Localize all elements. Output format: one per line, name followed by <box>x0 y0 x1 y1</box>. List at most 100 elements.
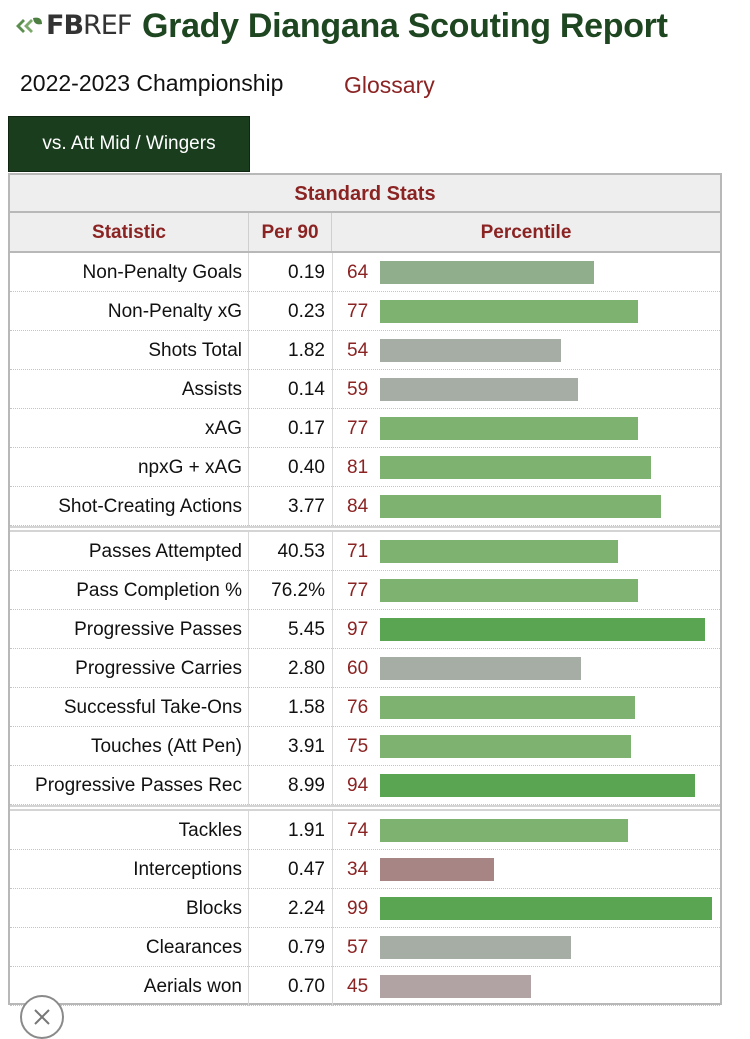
table-row: Progressive Passes Rec 8.99 94 <box>10 766 720 805</box>
column-divider <box>332 532 333 571</box>
table-header: Statistic Per 90 Percentile <box>10 213 720 253</box>
stat-name: Pass Completion % <box>76 580 242 601</box>
percentile-bar <box>380 540 618 563</box>
per90-value: 0.14 <box>288 379 325 400</box>
per90-value: 3.77 <box>288 496 325 517</box>
scouting-table: Standard Stats Statistic Per 90 Percenti… <box>8 173 722 1006</box>
stat-name: Assists <box>181 379 242 400</box>
column-divider <box>332 292 333 331</box>
close-icon <box>34 1009 50 1025</box>
per90-value: 0.19 <box>288 262 325 283</box>
column-divider <box>332 487 333 526</box>
per90-value: 0.17 <box>288 418 325 439</box>
percentile-value: 81 <box>347 457 369 478</box>
per90-value: 3.91 <box>288 736 325 757</box>
fbref-logo[interactable]: FBREF <box>14 10 132 42</box>
stat-name: Non-Penalty xG <box>107 301 242 322</box>
table-row: Tackles 1.91 74 <box>10 811 720 850</box>
glossary-link[interactable]: Glossary <box>344 72 435 98</box>
column-divider <box>248 688 249 727</box>
per90-value: 40.53 <box>277 541 325 562</box>
column-divider <box>248 850 249 889</box>
column-divider <box>248 292 249 331</box>
column-divider <box>248 610 249 649</box>
stat-name: Aerials won <box>143 976 242 997</box>
column-divider <box>248 532 249 571</box>
percentile-value: 84 <box>347 496 369 517</box>
column-header-statistic[interactable]: Statistic <box>10 213 249 251</box>
percentile-bar <box>380 300 638 323</box>
group-separator <box>10 526 720 532</box>
percentile-bar <box>380 618 705 641</box>
table-row: Non-Penalty xG 0.23 77 <box>10 292 720 331</box>
tab-vs-att-mid-wingers[interactable]: vs. Att Mid / Wingers <box>8 116 250 172</box>
column-divider <box>332 766 333 805</box>
column-divider <box>248 409 249 448</box>
column-divider <box>248 889 249 928</box>
percentile-value: 77 <box>347 301 369 322</box>
column-divider <box>248 649 249 688</box>
group-separator <box>10 805 720 811</box>
table-row: Touches (Att Pen) 3.91 75 <box>10 727 720 766</box>
percentile-bar <box>380 417 638 440</box>
table-row: Non-Penalty Goals 0.19 64 <box>10 253 720 292</box>
per90-value: 0.70 <box>288 976 325 997</box>
per90-value: 76.2% <box>271 580 325 601</box>
percentile-bar <box>380 735 631 758</box>
column-divider <box>332 850 333 889</box>
column-divider <box>248 928 249 967</box>
column-divider <box>248 331 249 370</box>
percentile-value: 94 <box>347 775 369 796</box>
percentile-bar <box>380 975 531 998</box>
fbref-leaf-logo-icon <box>16 17 42 33</box>
percentile-bar <box>380 261 594 284</box>
table-row: Successful Take-Ons 1.58 76 <box>10 688 720 727</box>
percentile-value: 59 <box>347 379 369 400</box>
close-button[interactable] <box>20 995 64 1039</box>
per90-value: 0.23 <box>288 301 325 322</box>
percentile-value: 57 <box>347 937 369 958</box>
column-divider <box>332 370 333 409</box>
stat-name: Shot-Creating Actions <box>58 496 242 517</box>
column-divider <box>248 571 249 610</box>
percentile-bar <box>380 495 661 518</box>
stat-name: Shots Total <box>148 340 242 361</box>
column-header-percentile[interactable]: Percentile <box>480 222 572 243</box>
percentile-bar <box>380 378 578 401</box>
stat-name: Non-Penalty Goals <box>82 262 242 283</box>
column-divider <box>332 967 333 1006</box>
stat-name: Progressive Passes Rec <box>35 775 242 796</box>
column-divider <box>332 571 333 610</box>
percentile-value: 34 <box>347 859 369 880</box>
percentile-value: 71 <box>347 541 369 562</box>
column-divider <box>332 688 333 727</box>
column-divider <box>248 448 249 487</box>
column-divider <box>332 331 333 370</box>
per90-value: 0.79 <box>288 937 325 958</box>
column-divider <box>248 487 249 526</box>
stat-name: Passes Attempted <box>88 541 242 562</box>
page-title: Grady Diangana Scouting Report <box>142 7 668 45</box>
stat-name: xAG <box>205 418 242 439</box>
table-row: Blocks 2.24 99 <box>10 889 720 928</box>
stat-name: Tackles <box>178 820 242 841</box>
percentile-bar <box>380 819 628 842</box>
table-row: Interceptions 0.47 34 <box>10 850 720 889</box>
per90-value: 1.58 <box>288 697 325 718</box>
column-divider <box>332 928 333 967</box>
table-row: Clearances 0.79 57 <box>10 928 720 967</box>
stat-name: Successful Take-Ons <box>63 697 242 718</box>
column-divider <box>248 253 249 292</box>
per90-value: 8.99 <box>288 775 325 796</box>
table-row: npxG + xAG 0.40 81 <box>10 448 720 487</box>
table-row: Assists 0.14 59 <box>10 370 720 409</box>
column-header-per90[interactable]: Per 90 <box>249 213 332 251</box>
column-divider <box>332 409 333 448</box>
column-divider <box>248 967 249 1006</box>
table-row: xAG 0.17 77 <box>10 409 720 448</box>
column-divider <box>332 811 333 850</box>
percentile-bar <box>380 897 712 920</box>
percentile-bar <box>380 456 651 479</box>
percentile-value: 64 <box>347 262 369 283</box>
stat-name: Clearances <box>145 937 242 958</box>
